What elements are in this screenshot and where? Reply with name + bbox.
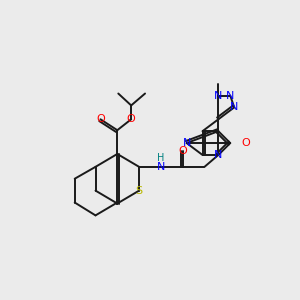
Text: N: N [214, 91, 223, 100]
Text: N: N [214, 150, 223, 160]
Text: N: N [226, 91, 234, 100]
Text: H: H [157, 153, 165, 163]
Text: O: O [96, 114, 105, 124]
Text: O: O [127, 114, 136, 124]
Text: S: S [136, 186, 143, 196]
Text: O: O [178, 146, 187, 156]
Text: N: N [182, 138, 191, 148]
Text: N: N [230, 102, 238, 112]
Text: O: O [242, 138, 250, 148]
Text: N: N [157, 162, 165, 172]
